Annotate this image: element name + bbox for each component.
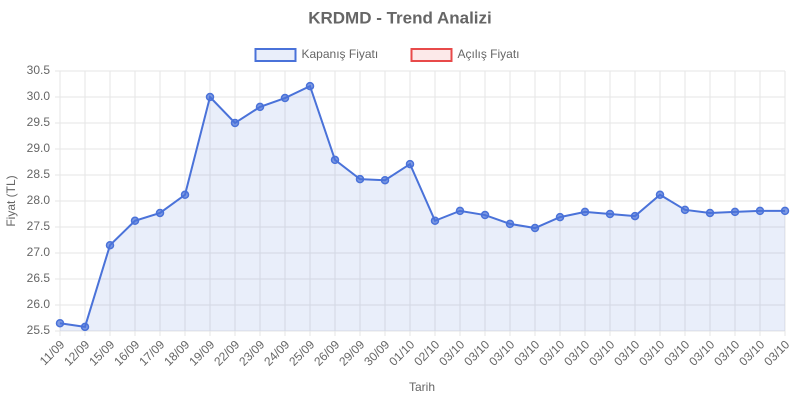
y-tick-label: 25.5 (27, 323, 51, 337)
x-tick-label: 22/09 (211, 337, 242, 368)
point (680, 205, 690, 215)
x-tick-label: 03/10 (436, 337, 467, 368)
point (630, 211, 640, 221)
point (180, 190, 190, 200)
y-tick-label: 27.0 (27, 245, 51, 259)
point (230, 118, 240, 128)
point (155, 208, 165, 218)
x-tick-label: 25/09 (286, 337, 317, 368)
x-tick-label: 02/10 (411, 337, 442, 368)
point (580, 207, 590, 217)
x-tick-label: 23/09 (236, 337, 267, 368)
x-tick-label: 03/10 (636, 337, 667, 368)
x-tick-label: 03/10 (461, 337, 492, 368)
point (455, 206, 465, 216)
point (605, 209, 615, 219)
x-tick-label: 19/09 (186, 337, 217, 368)
point (305, 81, 315, 91)
x-tick-label: 12/09 (61, 337, 92, 368)
chart-title: KRDMD - Trend Analizi (308, 8, 492, 27)
y-tick-label: 29.0 (27, 141, 51, 155)
x-tick-label: 03/10 (486, 337, 517, 368)
x-tick-label: 26/09 (311, 337, 342, 368)
x-tick-label: 01/10 (386, 337, 417, 368)
point (105, 240, 115, 250)
x-tick-label: 17/09 (136, 337, 167, 368)
y-tick-label: 26.0 (27, 297, 51, 311)
point (380, 175, 390, 185)
x-tick-label: 03/10 (761, 337, 792, 368)
x-tick-label: 03/10 (736, 337, 767, 368)
x-tick-label: 16/09 (111, 337, 142, 368)
x-tick-label: 30/09 (361, 337, 392, 368)
legend-label: Kapanış Fiyatı (302, 47, 379, 61)
x-tick-label: 03/10 (536, 337, 567, 368)
point (130, 216, 140, 226)
point (555, 212, 565, 222)
point (730, 207, 740, 217)
point (755, 206, 765, 216)
x-tick-label: 03/10 (611, 337, 642, 368)
x-tick-label: 15/09 (86, 337, 117, 368)
area (60, 86, 785, 331)
y-tick-label: 26.5 (27, 271, 51, 285)
legend-swatch (410, 48, 453, 62)
x-tick-label: 11/09 (37, 337, 68, 368)
point (405, 159, 415, 169)
y-axis-title: Fiyat (TL) (4, 175, 18, 226)
x-tick-label: 03/10 (586, 337, 617, 368)
x-tick-label: 03/10 (661, 337, 692, 368)
x-tick-label: 03/10 (561, 337, 592, 368)
line (59, 84, 785, 328)
point (55, 318, 65, 328)
point (780, 206, 790, 216)
legend-swatch (254, 48, 297, 62)
point (655, 190, 665, 200)
point (205, 92, 215, 102)
y-tick-label: 30.0 (27, 89, 51, 103)
y-tick-label: 27.5 (27, 219, 51, 233)
point (530, 223, 540, 233)
x-tick-label: 29/09 (336, 337, 367, 368)
point (255, 102, 265, 112)
y-tick-label: 29.5 (27, 115, 51, 129)
y-tick-label: 30.5 (27, 63, 51, 77)
x-tick-label: 03/10 (711, 337, 742, 368)
y-tick-label: 28.0 (27, 193, 51, 207)
point (705, 208, 715, 218)
legend-label: Açılış Fiyatı (458, 47, 520, 61)
point (280, 93, 290, 103)
point (480, 210, 490, 220)
point (355, 174, 365, 184)
y-tick-label: 28.5 (27, 167, 51, 181)
x-tick-label: 18/09 (161, 337, 192, 368)
point (430, 216, 440, 226)
x-axis-title: Tarih (409, 380, 435, 394)
x-tick-label: 24/09 (261, 337, 292, 368)
point (505, 219, 515, 229)
point (330, 155, 340, 165)
point (80, 322, 90, 332)
x-tick-label: 03/10 (686, 337, 717, 368)
x-tick-label: 03/10 (511, 337, 542, 368)
